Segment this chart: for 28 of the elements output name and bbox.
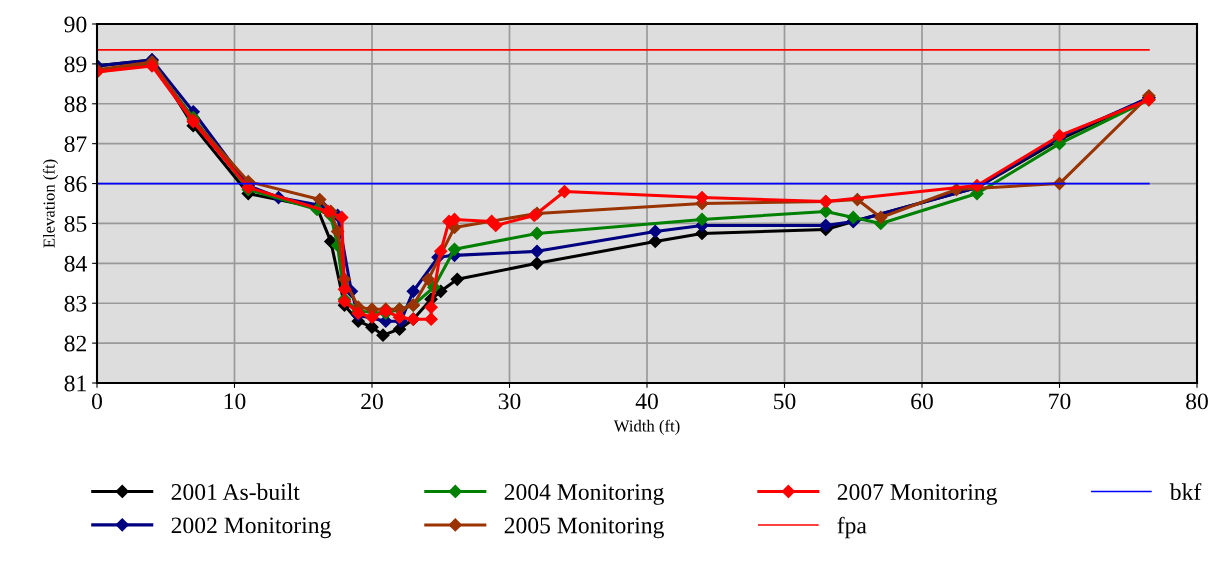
- y-tick-label: 81: [64, 375, 86, 392]
- legend-label: 2007 Monitoring: [837, 484, 997, 505]
- x-tick-label: 50: [774, 393, 796, 410]
- x-tick-label: 60: [911, 393, 933, 410]
- y-tick-label: 82: [64, 335, 86, 352]
- x-tick-label: 20: [361, 393, 383, 410]
- x-tick-label: 0: [92, 393, 102, 410]
- y-tick-label: 90: [64, 16, 87, 33]
- legend-label: 2004 Monitoring: [504, 484, 664, 505]
- y-tick-label: 84: [64, 255, 87, 272]
- x-tick-label: 70: [1049, 393, 1071, 410]
- x-tick-label: 30: [498, 393, 521, 410]
- y-axis-title: Elevation (ft): [42, 159, 59, 248]
- legend-label: 2005 Monitoring: [504, 517, 664, 539]
- y-tick-label: 88: [64, 96, 87, 113]
- legend-label: 2001 As-built: [171, 483, 300, 500]
- x-tick-label: 80: [1186, 393, 1208, 410]
- x-tick-label: 10: [224, 393, 246, 410]
- legend-label: fpa: [837, 516, 867, 539]
- y-tick-label: 83: [64, 295, 87, 312]
- y-tick-label: 87: [64, 136, 87, 153]
- x-tick-label: 40: [635, 393, 658, 410]
- legend-label: 2002 Monitoring: [171, 517, 331, 539]
- x-axis-title: Width (ft): [613, 419, 680, 435]
- legend-label: bkf: [1169, 483, 1202, 500]
- y-tick-label: 89: [64, 56, 87, 73]
- y-tick-label: 85: [64, 215, 87, 232]
- y-tick-label: 86: [64, 176, 87, 192]
